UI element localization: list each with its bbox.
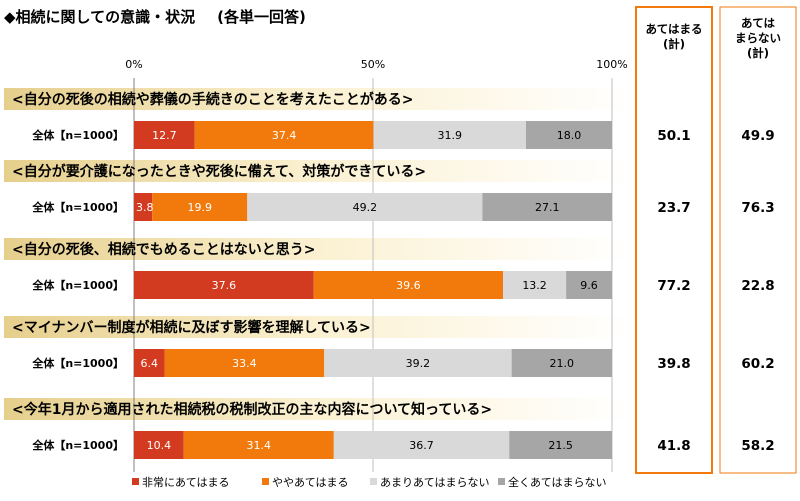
bar-segment [183, 431, 334, 459]
not-applies-total-header: あては まらない (計) [735, 16, 781, 60]
bar-segment [134, 431, 184, 459]
not-applies-total-value: 49.9 [741, 128, 774, 144]
data-label: 19.9 [187, 201, 212, 214]
not-applies-total-value: 60.2 [741, 356, 774, 372]
question-band [4, 316, 632, 338]
data-label: 21.5 [548, 439, 573, 452]
not-applies-total-value: 22.8 [741, 278, 774, 294]
question-label: <マイナンバー制度が相続に及ぼす影響を理解している> [12, 319, 371, 336]
bar-segment [152, 193, 248, 221]
applies-total-value: 39.8 [657, 356, 690, 372]
bar-segment [134, 349, 165, 377]
question-label: <今年1月から適用された相続税の税制改正の主な内容について知っている> [12, 401, 492, 418]
data-label: 37.4 [272, 129, 297, 142]
row-label: 全体【n=1000】 [31, 278, 124, 292]
row-label: 全体【n=1000】 [31, 128, 124, 142]
data-label: 3.8 [136, 201, 154, 214]
data-label: 13.2 [522, 279, 547, 292]
row-label: 全体【n=1000】 [31, 200, 124, 214]
x-tick-label: 50% [361, 58, 385, 71]
bar-segment [503, 271, 567, 299]
bar-segment [247, 193, 483, 221]
data-label: 9.6 [580, 279, 598, 292]
bar-segment [482, 193, 612, 221]
data-label: 12.7 [152, 129, 177, 142]
applies-column-frame [635, 6, 713, 474]
page-title: ◆相続に関しての意識・状況 (各単一回答) [4, 6, 306, 27]
bar-segment [509, 431, 612, 459]
question-band [4, 88, 632, 110]
bar-segment [373, 121, 526, 149]
title-text: ◆相続に関しての意識・状況 [4, 8, 196, 26]
applies-total-value: 41.8 [657, 438, 690, 454]
bar-segment [566, 271, 612, 299]
data-label: 36.7 [409, 439, 434, 452]
data-label: 33.4 [232, 357, 257, 370]
data-label: 31.9 [437, 129, 462, 142]
bar-segment [511, 349, 612, 377]
legend-label: ややあてはまる [272, 476, 349, 489]
question-label: <自分の死後、相続でもめることはないと思う> [12, 241, 315, 258]
question-label: <自分の死後の相続や葬儀の手続きのことを考えたことがある> [12, 91, 413, 108]
bar-segment [525, 121, 612, 149]
bar-segment [324, 349, 512, 377]
data-label: 39.2 [406, 357, 431, 370]
bar-segment [134, 121, 195, 149]
data-label: 27.1 [535, 201, 560, 214]
legend-swatch [132, 478, 139, 485]
question-label: <自分が要介護になったときや死後に備えて、対策ができている> [12, 163, 426, 180]
bar-segment [134, 271, 314, 299]
legend-label: 非常にあてはまる [142, 476, 230, 489]
title-note: (各単一回答) [217, 8, 306, 26]
bar-segment [164, 349, 325, 377]
bar-segment [134, 193, 153, 221]
question-band [4, 160, 632, 182]
not-applies-total-value: 76.3 [741, 200, 774, 216]
legend-swatch [498, 478, 505, 485]
not-applies-total-value: 58.2 [741, 438, 774, 454]
legend-label: 全くあてはまらない [508, 475, 607, 489]
legend-label: あまりあてはまらない [380, 476, 490, 489]
applies-total-value: 50.1 [657, 128, 690, 144]
bar-segment [313, 271, 504, 299]
bar-segment [194, 121, 374, 149]
legend-swatch [262, 478, 269, 485]
data-label: 6.4 [141, 357, 159, 370]
data-label: 39.6 [396, 279, 421, 292]
row-label: 全体【n=1000】 [31, 438, 124, 452]
row-label: 全体【n=1000】 [31, 356, 124, 370]
x-tick-label: 100% [596, 58, 627, 71]
data-label: 10.4 [147, 439, 172, 452]
applies-total-value: 77.2 [657, 278, 690, 294]
bar-segment [333, 431, 510, 459]
not-applies-column-frame [719, 6, 797, 474]
question-band [4, 238, 632, 260]
question-band [4, 398, 632, 420]
legend-swatch [370, 478, 377, 485]
data-label: 18.0 [557, 129, 582, 142]
x-tick-label: 0% [125, 58, 142, 71]
applies-total-value: 23.7 [657, 200, 690, 216]
applies-total-header: あてはまる (計) [645, 22, 703, 51]
data-label: 21.0 [550, 357, 575, 370]
data-label: 37.6 [212, 279, 237, 292]
data-label: 49.2 [353, 201, 378, 214]
data-label: 31.4 [247, 439, 272, 452]
